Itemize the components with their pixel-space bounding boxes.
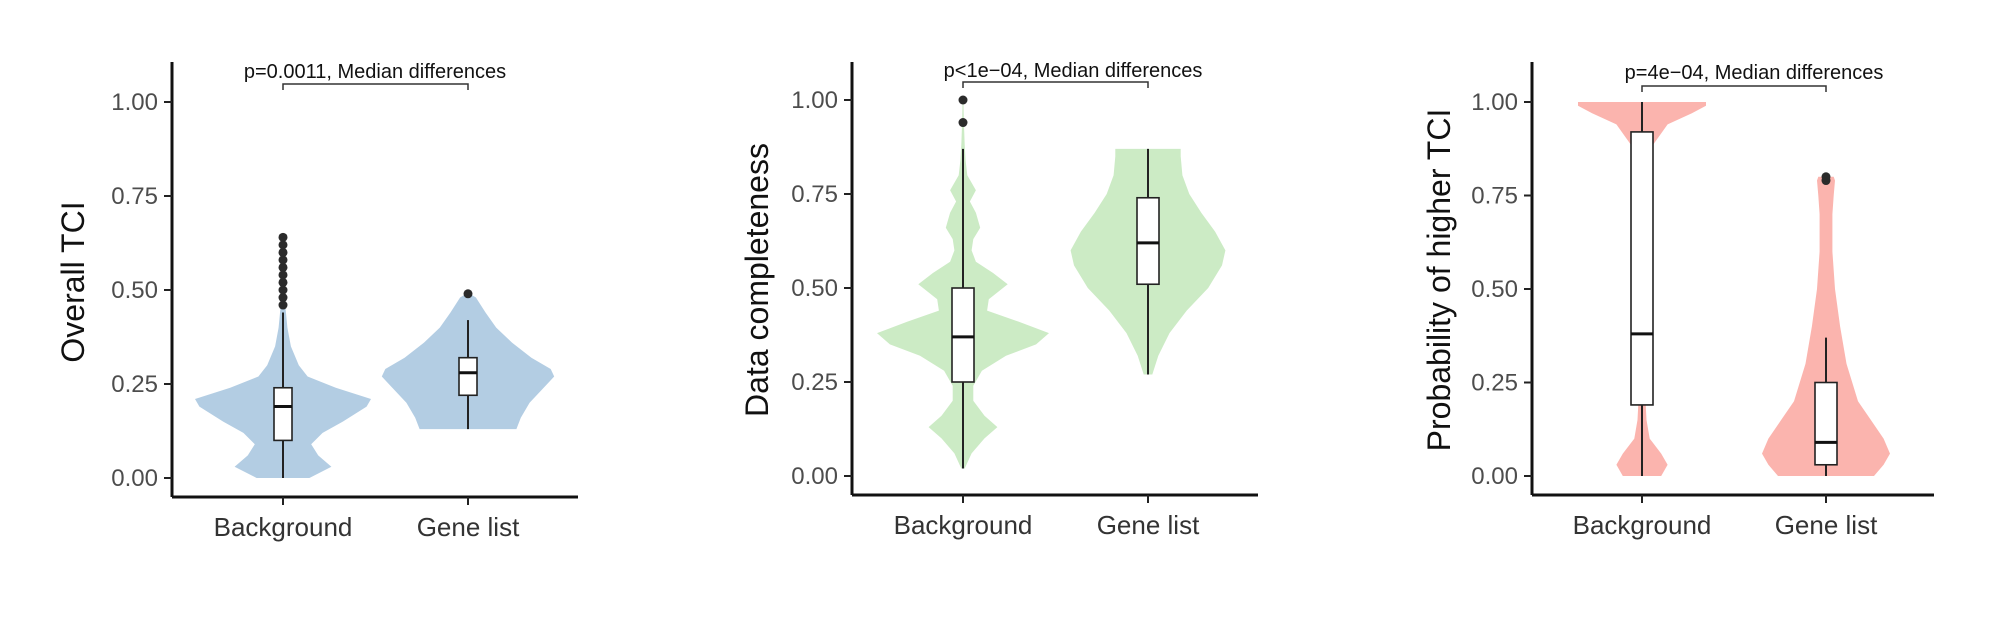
y-tick-label: 0.00 [1471, 463, 1518, 490]
y-tick-label: 1.00 [111, 89, 158, 116]
x-tick-label: Gene list [1775, 510, 1878, 540]
y-axis-title: Overall TCI [55, 201, 91, 362]
significance-annotation: p<1e−04, Median differences [944, 60, 1203, 82]
x-tick-label: Gene list [1097, 510, 1200, 540]
y-tick-label: 0.50 [111, 277, 158, 304]
significance-annotation: p=4e−04, Median differences [1625, 62, 1884, 84]
significance-bracket [282, 83, 469, 90]
outlier-point [278, 262, 288, 272]
box [273, 386, 293, 442]
outlier-point [278, 232, 288, 242]
box [1814, 381, 1838, 466]
x-tick-label: Background [894, 510, 1033, 540]
box [458, 356, 478, 397]
outlier-point [958, 118, 968, 128]
box [951, 287, 975, 383]
y-tick-label: 1.00 [791, 87, 838, 114]
outlier-point [278, 285, 288, 295]
violin-gene-list [1762, 176, 1890, 477]
y-tick-label: 0.00 [111, 465, 158, 492]
y-tick-label: 0.00 [791, 463, 838, 490]
y-tick-label: 0.50 [1471, 276, 1518, 303]
x-tick-label: Background [214, 512, 353, 542]
outlier-point [278, 300, 288, 310]
outlier-point [278, 293, 288, 303]
outlier-point [278, 247, 288, 257]
outlier-point [958, 95, 968, 105]
y-tick-label: 0.50 [791, 275, 838, 302]
outlier-point [463, 289, 473, 299]
y-axis-title: Probability of higher TCI [1421, 109, 1457, 452]
x-tick-label: Gene list [417, 512, 520, 542]
outlier-point [278, 240, 288, 250]
significance-bracket [1641, 85, 1827, 92]
significance-annotation: p=0.0011, Median differences [244, 61, 506, 83]
y-tick-label: 0.25 [111, 371, 158, 398]
panel-data-completeness: Data completeness p<1e−04, Median differ… [739, 60, 1258, 540]
y-tick-label: 0.75 [1471, 183, 1518, 210]
y-tick-label: 1.00 [1471, 89, 1518, 116]
y-tick-label: 0.25 [1471, 370, 1518, 397]
panel-probability-higher-tci: Probability of higher TCI p=4e−04, Media… [1421, 62, 1934, 540]
box [1136, 196, 1160, 286]
y-axis-title: Data completeness [739, 143, 775, 417]
outlier-point [278, 255, 288, 265]
panel-overall-tci: Overall TCI p=0.0011, Median differences… [55, 61, 578, 542]
y-tick-label: 0.25 [791, 369, 838, 396]
y-tick-label: 0.75 [791, 181, 838, 208]
outlier-point [278, 277, 288, 287]
x-tick-label: Background [1573, 510, 1712, 540]
significance-bracket [962, 81, 1149, 88]
y-tick-label: 0.75 [111, 183, 158, 210]
outlier-point [1821, 172, 1831, 182]
outlier-point [278, 270, 288, 280]
box [1630, 131, 1654, 406]
